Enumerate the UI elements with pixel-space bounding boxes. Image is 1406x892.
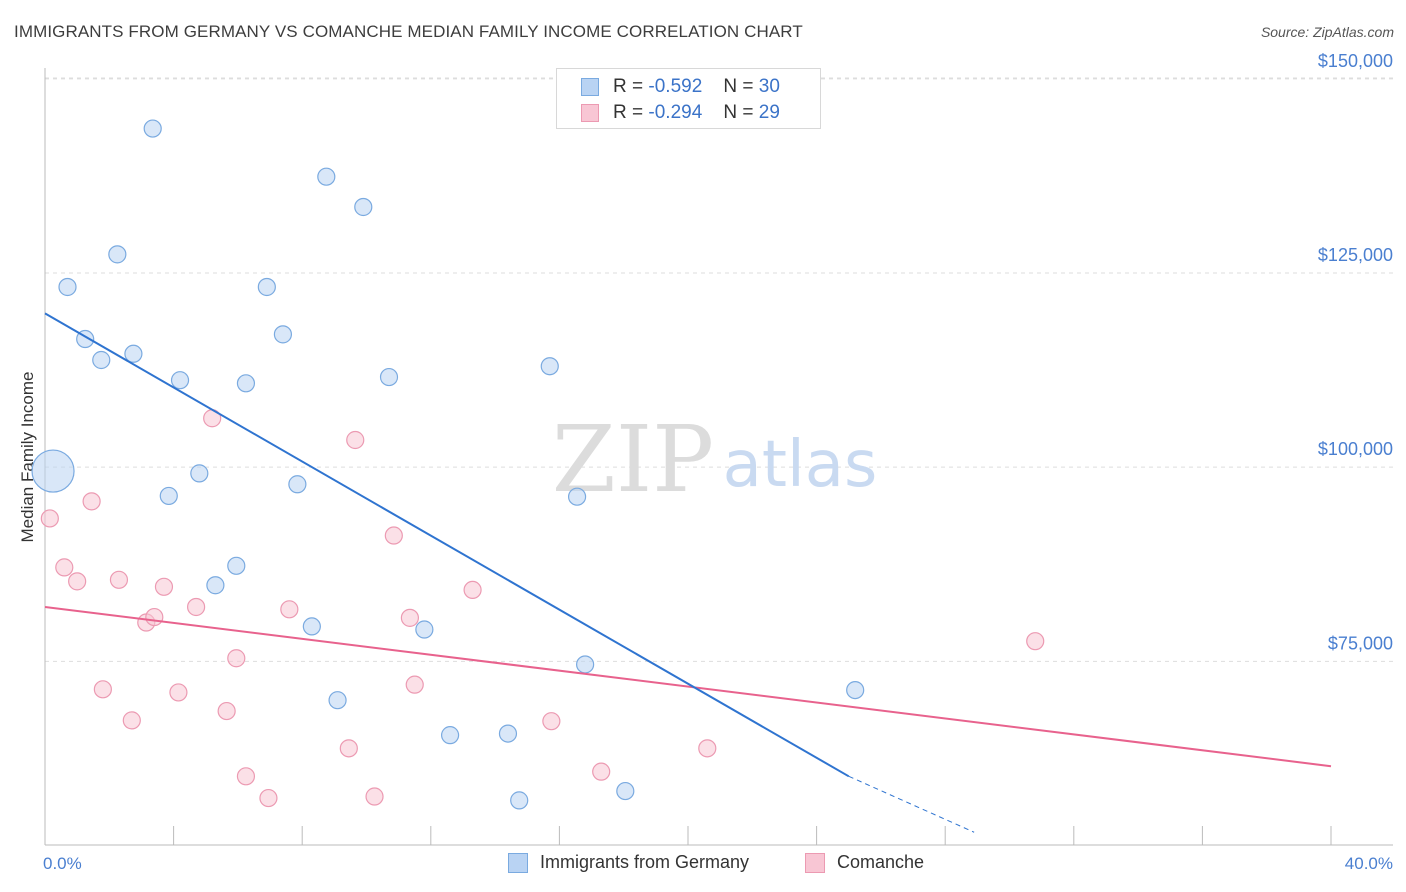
bottom-legend-label-comanche: Comanche — [837, 852, 925, 872]
legend: R = -0.592 N = 30 R = -0.294 N = 29 — [556, 68, 821, 129]
watermark: ZIP atlas — [552, 406, 877, 513]
data-point-germany — [31, 449, 75, 493]
data-point-comanche — [154, 577, 174, 596]
data-point-germany — [302, 617, 321, 636]
data-point-germany — [227, 556, 246, 575]
legend-r-value-germany: -0.592 — [648, 76, 703, 97]
legend-n-value-comanche: 29 — [758, 102, 780, 123]
trend-line-germany-extension — [848, 775, 975, 833]
chart-title: IMMIGRANTS FROM GERMANY VS COMANCHE MEDI… — [14, 22, 803, 41]
y-tick-label: $150,000 — [1318, 51, 1393, 71]
y-tick-labels: $150,000 $125,000 $100,000 $75,000 — [1318, 51, 1393, 654]
data-point-comanche — [227, 649, 246, 668]
data-point-comanche — [1026, 632, 1045, 651]
data-point-comanche — [592, 762, 611, 781]
data-point-germany — [354, 197, 373, 217]
data-point-germany — [415, 620, 434, 639]
data-point-comanche — [145, 607, 164, 627]
x-tick-label-min: 0.0% — [43, 854, 82, 873]
data-point-germany — [317, 167, 336, 186]
data-point-comanche — [384, 526, 403, 545]
data-point-germany — [379, 367, 399, 387]
legend-n-label: N = — [723, 102, 754, 123]
source-label: Source: ZipAtlas.com — [1260, 24, 1394, 40]
data-point-comanche — [463, 580, 482, 600]
data-point-comanche — [68, 572, 87, 591]
legend-r-value-comanche: -0.294 — [648, 102, 703, 123]
data-point-germany — [108, 245, 127, 264]
data-point-germany — [567, 487, 587, 506]
legend-n-value-germany: 30 — [758, 76, 780, 97]
series-comanche — [40, 409, 1045, 808]
data-point-germany — [273, 325, 293, 344]
gridlines — [45, 77, 1393, 662]
x-tick-label-max: 40.0% — [1345, 854, 1393, 873]
legend-swatch-germany — [581, 78, 599, 96]
data-point-germany — [58, 277, 77, 297]
data-point-germany — [510, 791, 529, 810]
data-point-comanche — [187, 597, 206, 617]
data-point-germany — [170, 371, 190, 390]
data-point-comanche — [280, 600, 299, 619]
data-point-comanche — [346, 430, 365, 450]
data-point-comanche — [339, 739, 358, 758]
trend-line-germany — [44, 312, 850, 778]
y-tick-label: $75,000 — [1328, 633, 1393, 653]
y-tick-label: $125,000 — [1318, 245, 1393, 265]
data-point-germany — [92, 350, 111, 370]
data-point-germany — [616, 781, 635, 801]
data-point-comanche — [93, 680, 112, 699]
data-point-germany — [190, 464, 209, 483]
data-point-comanche — [122, 711, 141, 730]
x-tick-labels: 0.0% 40.0% — [43, 854, 1393, 873]
data-point-comanche — [259, 788, 278, 808]
data-point-germany — [540, 357, 559, 376]
data-point-germany — [257, 277, 276, 297]
bottom-legend-swatch-germany — [508, 853, 528, 873]
data-point-germany — [576, 655, 595, 674]
data-point-germany — [328, 691, 347, 710]
series-germany — [31, 119, 865, 810]
trend-lines — [44, 312, 1332, 833]
watermark-atlas: atlas — [723, 428, 878, 502]
data-point-comanche — [109, 570, 129, 589]
data-point-comanche — [82, 492, 101, 511]
y-axis-label: Median Family Income — [18, 371, 37, 542]
data-point-comanche — [40, 509, 59, 528]
data-point-germany — [440, 726, 460, 745]
bottom-legend-label-germany: Immigrants from Germany — [540, 852, 750, 872]
bottom-legend-swatch-comanche — [805, 853, 825, 873]
data-point-germany — [236, 374, 256, 393]
data-point-comanche — [698, 739, 717, 758]
data-point-germany — [124, 344, 143, 363]
data-point-comanche — [169, 683, 188, 702]
data-point-comanche — [55, 558, 74, 577]
data-point-germany — [159, 486, 178, 506]
data-point-germany — [498, 724, 518, 743]
data-point-germany — [143, 119, 162, 138]
axes — [44, 68, 1393, 846]
legend-r-label: R = — [613, 76, 644, 97]
y-tick-label: $100,000 — [1318, 439, 1393, 459]
data-point-comanche — [236, 767, 256, 786]
trend-line-comanche — [44, 605, 1332, 768]
data-point-germany — [288, 475, 307, 494]
legend-r-label: R = — [613, 102, 644, 123]
data-point-comanche — [365, 787, 384, 806]
data-point-comanche — [400, 608, 420, 627]
data-point-germany — [206, 576, 225, 595]
legend-swatch-comanche — [581, 104, 599, 122]
data-point-germany — [846, 680, 865, 700]
data-point-comanche — [542, 712, 561, 731]
data-point-comanche — [405, 675, 424, 694]
legend-n-label: N = — [723, 76, 754, 97]
data-point-comanche — [217, 701, 236, 721]
